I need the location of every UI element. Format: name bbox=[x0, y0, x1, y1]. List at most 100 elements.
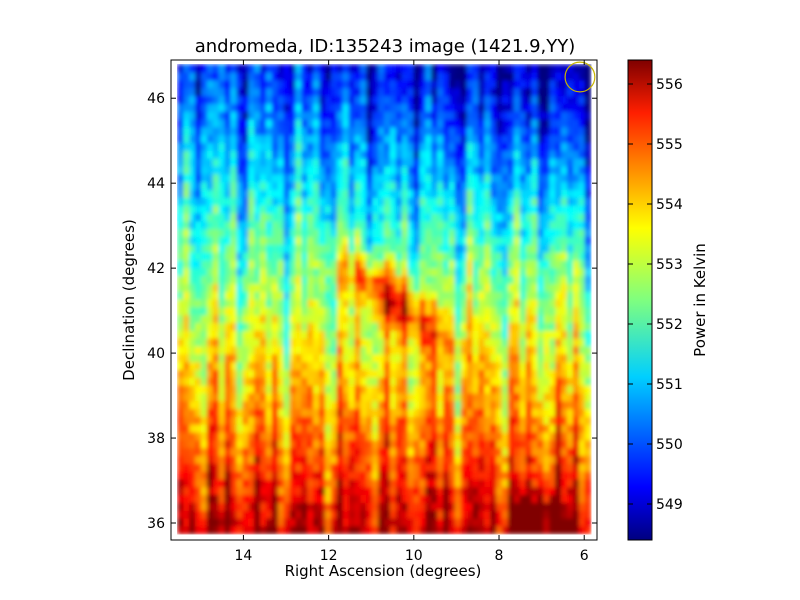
heatmap-cell bbox=[301, 298, 308, 308]
heatmap-cell bbox=[177, 181, 184, 191]
heatmap-cell bbox=[242, 502, 249, 511]
heatmap-cell bbox=[466, 236, 474, 245]
heatmap-cell bbox=[448, 142, 456, 151]
heatmap-cell bbox=[183, 345, 190, 355]
heatmap-cell bbox=[330, 463, 338, 472]
heatmap-cell bbox=[437, 244, 444, 253]
heatmap-cell bbox=[224, 486, 232, 496]
heatmap-cell bbox=[584, 126, 592, 136]
heatmap-cell bbox=[336, 510, 344, 519]
heatmap-cell bbox=[271, 259, 279, 269]
heatmap-cell bbox=[212, 525, 220, 535]
heatmap-cell bbox=[519, 416, 527, 425]
heatmap-cell bbox=[177, 111, 184, 120]
heatmap-cell bbox=[543, 306, 550, 316]
heatmap-cell bbox=[324, 197, 332, 206]
heatmap-cell bbox=[372, 408, 379, 417]
heatmap-cell bbox=[183, 471, 190, 480]
heatmap-cell bbox=[395, 369, 403, 378]
heatmap-cell bbox=[537, 252, 544, 261]
heatmap-cell bbox=[395, 416, 403, 425]
heatmap-cell bbox=[513, 291, 521, 300]
heatmap-cell bbox=[372, 267, 379, 277]
heatmap-cell bbox=[177, 384, 184, 394]
heatmap-cell bbox=[354, 424, 361, 433]
heatmap-cell bbox=[295, 314, 302, 323]
heatmap-cell bbox=[525, 158, 533, 167]
heatmap-cell bbox=[301, 212, 308, 222]
heatmap-cell bbox=[230, 267, 238, 277]
heatmap-cell bbox=[295, 252, 302, 261]
heatmap-cell bbox=[265, 150, 273, 159]
heatmap-cell bbox=[572, 197, 580, 206]
heatmap-cell bbox=[543, 494, 550, 503]
heatmap-cell bbox=[389, 150, 397, 159]
heatmap-cell bbox=[413, 72, 421, 81]
heatmap-cell bbox=[555, 275, 562, 284]
heatmap-cell bbox=[401, 158, 409, 167]
heatmap-cell bbox=[466, 353, 474, 363]
heatmap-cell bbox=[254, 173, 261, 183]
heatmap-cell bbox=[242, 384, 249, 394]
heatmap-cell bbox=[484, 392, 491, 402]
heatmap-cell bbox=[336, 353, 344, 363]
heatmap-cell bbox=[330, 447, 338, 456]
heatmap-cell bbox=[425, 205, 432, 214]
heatmap-cell bbox=[572, 361, 580, 370]
heatmap-cell bbox=[324, 205, 332, 214]
heatmap-cell bbox=[230, 408, 238, 417]
heatmap-cell bbox=[437, 142, 444, 151]
heatmap-cell bbox=[419, 306, 426, 316]
heatmap-cell bbox=[454, 400, 462, 410]
heatmap-cell bbox=[502, 486, 509, 496]
heatmap-cell bbox=[242, 228, 249, 237]
heatmap-cell bbox=[525, 252, 533, 261]
heatmap-cell bbox=[319, 478, 326, 488]
heatmap-cell bbox=[407, 119, 415, 128]
heatmap-cell bbox=[537, 353, 544, 363]
heatmap-cell bbox=[378, 244, 385, 253]
heatmap-cell bbox=[295, 369, 302, 378]
heatmap-cell bbox=[189, 142, 196, 151]
heatmap-cell bbox=[419, 87, 426, 97]
heatmap-cell bbox=[578, 267, 586, 277]
heatmap-cell bbox=[336, 322, 344, 331]
heatmap-cell bbox=[484, 158, 491, 167]
heatmap-cell bbox=[572, 173, 580, 183]
heatmap-cell bbox=[260, 259, 267, 269]
heatmap-cell bbox=[454, 510, 462, 519]
heatmap-cell bbox=[378, 502, 385, 511]
heatmap-cell bbox=[525, 189, 533, 198]
heatmap-cell bbox=[525, 447, 533, 456]
heatmap-cell bbox=[319, 150, 326, 159]
heatmap-cell bbox=[248, 486, 255, 496]
heatmap-cell bbox=[189, 353, 196, 363]
heatmap-cell bbox=[584, 267, 592, 277]
heatmap-cell bbox=[443, 424, 450, 433]
heatmap-cell bbox=[336, 259, 344, 269]
heatmap-cell bbox=[271, 431, 279, 441]
heatmap-cell bbox=[248, 197, 255, 206]
heatmap-cell bbox=[195, 353, 202, 363]
heatmap-cell bbox=[507, 416, 515, 425]
heatmap-cell bbox=[336, 275, 344, 284]
heatmap-cell bbox=[295, 486, 302, 496]
heatmap-cell bbox=[531, 478, 539, 488]
heatmap-cell bbox=[407, 322, 415, 331]
heatmap-cell bbox=[319, 220, 326, 230]
heatmap-cell bbox=[212, 275, 220, 284]
heatmap-cell bbox=[242, 517, 249, 527]
heatmap-cell bbox=[384, 322, 391, 331]
heatmap-cell bbox=[289, 252, 297, 261]
heatmap-cell bbox=[354, 142, 361, 151]
heatmap-cell bbox=[260, 72, 267, 81]
heatmap-cell bbox=[507, 111, 515, 120]
heatmap-cell bbox=[584, 525, 592, 535]
heatmap-cell bbox=[413, 431, 421, 441]
heatmap-cell bbox=[348, 87, 356, 97]
heatmap-cell bbox=[277, 463, 285, 472]
heatmap-cell bbox=[295, 431, 302, 441]
heatmap-cell bbox=[419, 64, 426, 73]
heatmap-cell bbox=[413, 275, 421, 284]
heatmap-cell bbox=[260, 439, 267, 449]
